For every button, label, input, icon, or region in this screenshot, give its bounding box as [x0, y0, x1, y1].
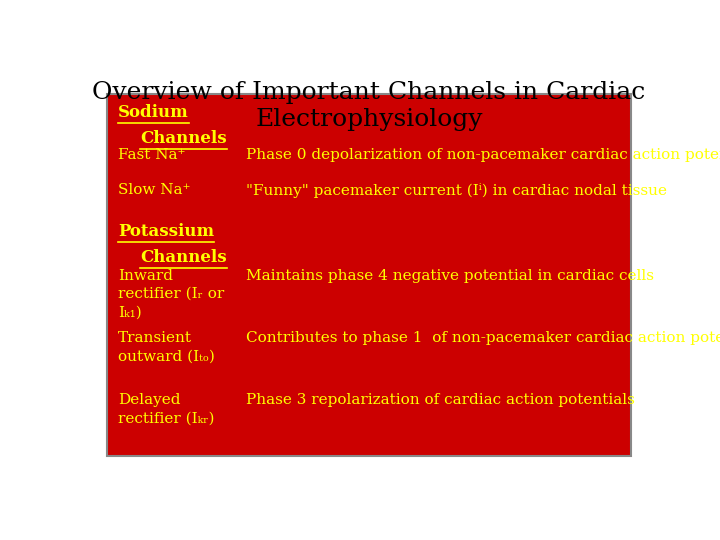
Text: Slow Na⁺: Slow Na⁺: [118, 183, 190, 197]
Text: Delayed
rectifier (Iₖᵣ): Delayed rectifier (Iₖᵣ): [118, 393, 215, 426]
Text: Inward
rectifier (Iᵣ or
Iₖ₁): Inward rectifier (Iᵣ or Iₖ₁): [118, 268, 224, 319]
Text: Phase 0 depolarization of non-pacemaker cardiac action potentials: Phase 0 depolarization of non-pacemaker …: [246, 148, 720, 162]
Text: Overview of Important Channels in Cardiac
Electrophysiology: Overview of Important Channels in Cardia…: [92, 82, 646, 131]
Text: Transient
outward (Iₜₒ): Transient outward (Iₜₒ): [118, 331, 215, 363]
FancyBboxPatch shape: [107, 94, 631, 456]
Text: Phase 3 repolarization of cardiac action potentials: Phase 3 repolarization of cardiac action…: [246, 393, 635, 407]
Text: Potassium: Potassium: [118, 223, 214, 240]
Text: Channels: Channels: [140, 130, 227, 147]
Text: Contributes to phase 1  of non-pacemaker cardiac action potentials: Contributes to phase 1 of non-pacemaker …: [246, 331, 720, 345]
Text: Channels: Channels: [140, 248, 227, 266]
Text: Maintains phase 4 negative potential in cardiac cells: Maintains phase 4 negative potential in …: [246, 268, 654, 282]
Text: Sodium: Sodium: [118, 104, 189, 122]
Text: "Funny" pacemaker current (Iⁱ) in cardiac nodal tissue: "Funny" pacemaker current (Iⁱ) in cardia…: [246, 183, 667, 198]
Text: Fast Na⁺: Fast Na⁺: [118, 148, 186, 162]
